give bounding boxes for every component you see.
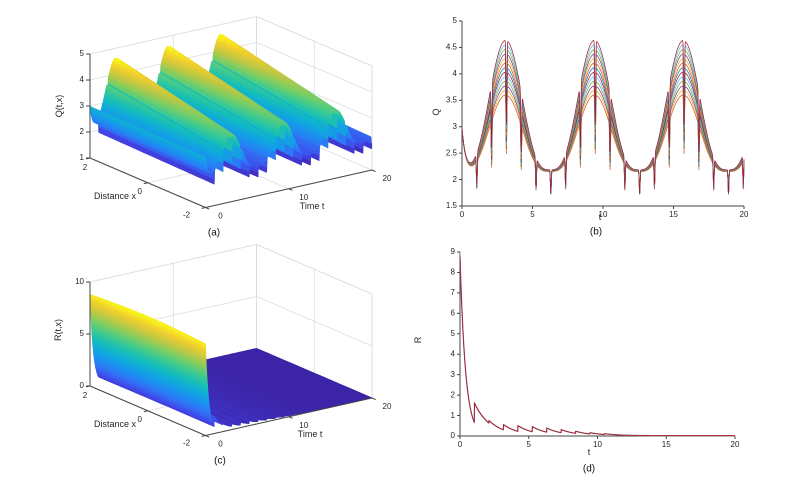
panel-a-xlabel: Distance x — [93, 191, 137, 201]
panel-d-ylabel: R — [413, 336, 423, 344]
panel-d-xlabel: t — [587, 447, 591, 457]
panel-c-zlabel: R(t,x) — [53, 319, 63, 341]
panel-c-caption: (c) — [214, 455, 226, 467]
panel-b-ylabel: Q — [431, 108, 441, 116]
panel-c-xlabel: Distance x — [93, 419, 137, 429]
panel-b-xlabel: t — [598, 212, 602, 222]
panel-a-ylabel: Time t — [299, 201, 325, 211]
panel-d-caption: (d) — [582, 463, 596, 475]
panel-b-caption: (b) — [589, 226, 603, 238]
panel-c-ylabel: Time t — [297, 429, 323, 439]
panel-a-zlabel: Q(t,x) — [54, 94, 64, 118]
panel-a-caption: (a) — [207, 227, 221, 239]
